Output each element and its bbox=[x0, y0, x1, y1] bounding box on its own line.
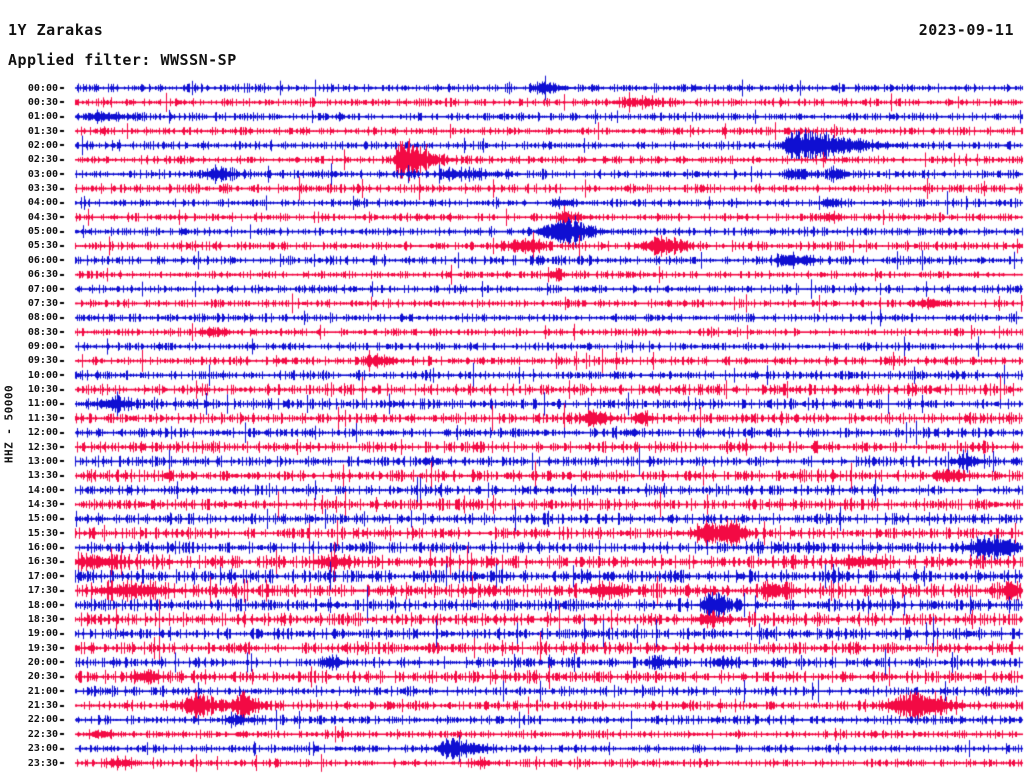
row-time-label: 08:00 bbox=[27, 312, 58, 324]
row-time-label: 17:00 bbox=[27, 570, 58, 582]
row-time-label: 04:30 bbox=[27, 211, 58, 223]
row-time-label: 00:00 bbox=[27, 82, 58, 94]
row-time-label: 05:30 bbox=[27, 240, 58, 252]
row-time-label: 03:00 bbox=[27, 168, 58, 180]
row-time-label: 01:30 bbox=[27, 125, 58, 137]
row-time-label: 07:30 bbox=[27, 297, 58, 309]
row-time-label: 06:00 bbox=[27, 254, 58, 266]
row-time-label: 11:30 bbox=[27, 412, 58, 424]
row-time-label: 09:30 bbox=[27, 355, 58, 367]
row-time-label: 17:30 bbox=[27, 585, 58, 597]
row-time-label: 09:00 bbox=[27, 341, 58, 352]
row-time-label: 10:00 bbox=[27, 369, 58, 381]
row-time-label: 15:00 bbox=[27, 513, 58, 525]
row-time-label: 16:30 bbox=[27, 556, 58, 568]
row-time-label: 20:30 bbox=[27, 671, 58, 683]
row-time-label: 13:30 bbox=[27, 470, 58, 482]
row-time-label: 19:00 bbox=[27, 628, 58, 640]
row-time-label: 06:30 bbox=[27, 269, 58, 281]
row-time-label: 18:30 bbox=[27, 613, 58, 625]
row-time-label: 08:30 bbox=[27, 326, 58, 338]
row-time-label: 02:00 bbox=[27, 139, 58, 151]
row-time-label: 02:30 bbox=[27, 154, 58, 166]
row-time-label: 04:00 bbox=[27, 197, 58, 209]
row-time-label: 23:30 bbox=[27, 757, 58, 769]
row-time-label: 10:30 bbox=[27, 384, 58, 396]
row-time-label: 21:00 bbox=[27, 685, 58, 697]
date-label: 2023-09-11 bbox=[918, 21, 1014, 39]
row-time-label: 12:00 bbox=[27, 427, 58, 439]
row-time-label: 21:30 bbox=[27, 700, 58, 712]
row-time-label: 11:00 bbox=[27, 398, 58, 410]
row-time-label: 01:00 bbox=[27, 111, 58, 123]
row-time-label: 16:00 bbox=[27, 542, 58, 554]
filter-label: Applied filter: WWSSN-SP bbox=[8, 51, 237, 69]
row-time-label: 00:30 bbox=[27, 96, 58, 108]
row-time-label: 23:00 bbox=[27, 743, 58, 755]
row-time-label: 22:30 bbox=[27, 728, 58, 740]
row-time-label: 13:00 bbox=[27, 455, 58, 467]
row-time-label: 22:00 bbox=[27, 714, 58, 726]
station-title: 1Y Zarakas bbox=[8, 21, 104, 39]
row-time-label: 03:30 bbox=[27, 183, 58, 195]
row-time-label: 15:30 bbox=[27, 527, 58, 539]
row-time-label: 14:30 bbox=[27, 498, 58, 510]
row-time-label: 05:00 bbox=[27, 226, 58, 238]
row-time-label: 19:30 bbox=[27, 642, 58, 654]
row-time-label: 12:30 bbox=[27, 441, 58, 453]
row-time-label: 20:00 bbox=[27, 656, 58, 668]
row-time-label: 07:00 bbox=[27, 283, 58, 295]
row-time-label: 14:00 bbox=[27, 484, 58, 496]
row-time-label: 18:00 bbox=[27, 599, 58, 611]
